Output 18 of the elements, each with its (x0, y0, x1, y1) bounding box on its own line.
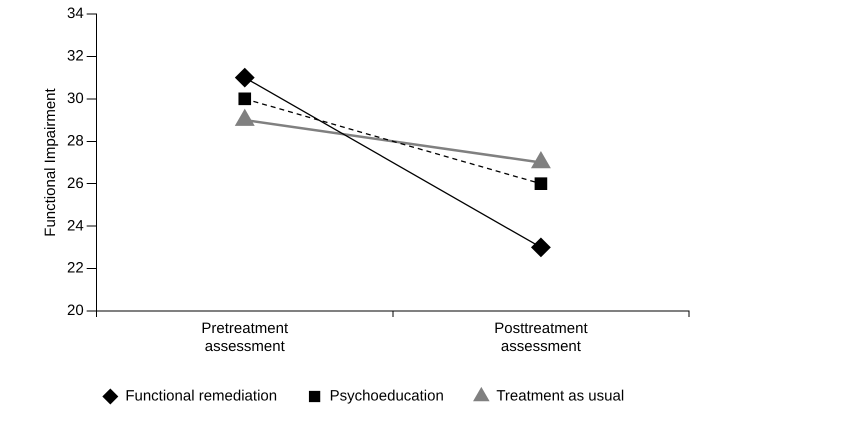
legend-label: Functional remediation (125, 388, 278, 405)
y-tick-label: 20 (66, 302, 84, 320)
point (531, 238, 551, 258)
point (534, 177, 548, 190)
y-tick-label: 34 (66, 5, 84, 22)
legend-label: Treatment as usual (496, 388, 624, 405)
y-tick-label: 22 (66, 260, 84, 277)
x-tick-label: Pretreatment assessment (201, 320, 289, 356)
legend-label: Psychoeducation (330, 388, 444, 405)
y-tick-label: 24 (66, 217, 84, 234)
y-tick-label: 32 (66, 48, 84, 65)
y-axis-title: Functional Impairment (42, 87, 60, 237)
point (238, 92, 252, 106)
x-tick-label: Posttreatment assessment (494, 320, 588, 356)
y-tick-label: 28 (66, 132, 84, 150)
y-tick-label: 26 (66, 174, 84, 192)
y-tick-label: 30 (66, 90, 84, 107)
point (235, 68, 254, 88)
